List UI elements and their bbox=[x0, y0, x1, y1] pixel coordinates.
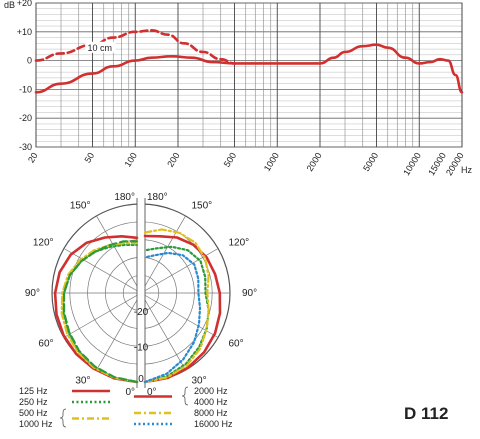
y-tick-label: 0 bbox=[27, 56, 32, 66]
polar-spoke bbox=[140, 292, 186, 371]
legend-label: 125 Hz bbox=[19, 386, 48, 396]
y-tick-label: +10 bbox=[17, 27, 32, 37]
frequency-grid bbox=[35, 2, 463, 148]
polar-spoke bbox=[96, 215, 142, 294]
series-line-solid bbox=[34, 43, 464, 94]
angle-label: 0° bbox=[147, 387, 157, 398]
polar-curve bbox=[143, 245, 210, 384]
polar-series-group bbox=[53, 228, 222, 384]
radial-label: -20 bbox=[134, 307, 149, 318]
angle-label: 0° bbox=[125, 387, 135, 398]
legend-brace bbox=[59, 408, 67, 428]
angle-label: 90° bbox=[25, 288, 40, 299]
series-label-bg bbox=[85, 41, 116, 53]
polar-curve bbox=[143, 251, 202, 384]
angle-label: 60° bbox=[38, 339, 53, 350]
angle-label: 120° bbox=[33, 238, 54, 249]
radial-label: 0 bbox=[138, 374, 144, 385]
frequency-series-group: 10 cm bbox=[34, 29, 464, 94]
x-tick-label: 200 bbox=[165, 151, 181, 169]
polar-spoke bbox=[63, 248, 142, 294]
angle-label: 150° bbox=[192, 201, 213, 212]
angle-label: 120° bbox=[228, 238, 249, 249]
polar-pattern-chart: 180° 180° 150° 150° 120° 120° 90° 90° 60° 60° 30° 3… bbox=[25, 192, 257, 398]
y-unit-label: dB bbox=[4, 0, 15, 10]
polar-center-gap bbox=[137, 192, 145, 394]
series-line-dashed bbox=[34, 29, 236, 65]
series-label: 10 cm bbox=[88, 43, 113, 53]
angle-label: 30° bbox=[75, 375, 90, 386]
y-tick-label: -10 bbox=[19, 84, 32, 94]
legend-label: 4000 Hz bbox=[194, 397, 228, 407]
polar-spoke bbox=[63, 292, 142, 338]
x-unit-label: Hz bbox=[461, 165, 472, 175]
angle-label: 180° bbox=[114, 192, 135, 203]
polar-labels: 180° 180° 150° 150° 120° 120° 90° 90° 60° 60° 30° 3… bbox=[25, 192, 257, 398]
legend-brace bbox=[181, 386, 189, 406]
radial-label: -10 bbox=[134, 342, 149, 353]
legend-label: 1000 Hz bbox=[19, 419, 53, 429]
angle-label: 150° bbox=[70, 201, 91, 212]
legend-label: 250 Hz bbox=[19, 397, 48, 407]
polar-curve bbox=[53, 235, 139, 384]
angle-label: 90° bbox=[242, 288, 257, 299]
x-tick-label: 50 bbox=[82, 151, 96, 165]
angle-label: 180° bbox=[147, 192, 168, 203]
x-tick-label: 10000 bbox=[401, 151, 423, 178]
y-tick-label: +20 bbox=[17, 0, 32, 8]
legend-label: 8000 Hz bbox=[194, 408, 228, 418]
y-tick-label: -20 bbox=[19, 113, 32, 123]
x-tick-label: 1000 bbox=[262, 151, 281, 173]
polar-curve bbox=[62, 240, 139, 384]
x-tick-label: 5000 bbox=[361, 151, 380, 173]
y-tick-label: -30 bbox=[19, 142, 32, 152]
x-tick-label: 100 bbox=[123, 151, 139, 169]
polar-curve bbox=[143, 234, 222, 384]
legend-label: 2000 Hz bbox=[194, 386, 228, 396]
legend-label: 500 Hz bbox=[19, 408, 48, 418]
plot-frame bbox=[35, 2, 463, 148]
x-tick-label: 2000 bbox=[305, 151, 324, 173]
polar-grid bbox=[51, 192, 231, 394]
x-tick-label: 500 bbox=[222, 151, 238, 169]
angle-label: 60° bbox=[228, 339, 243, 350]
model-name: D 112 bbox=[404, 404, 449, 423]
legend-label: 16000 Hz bbox=[194, 419, 233, 429]
polar-curve bbox=[60, 242, 139, 384]
polar-curve bbox=[143, 228, 210, 384]
x-tick-label: 20 bbox=[26, 151, 40, 165]
angle-label: 30° bbox=[192, 375, 207, 386]
polar-spoke bbox=[96, 292, 142, 371]
